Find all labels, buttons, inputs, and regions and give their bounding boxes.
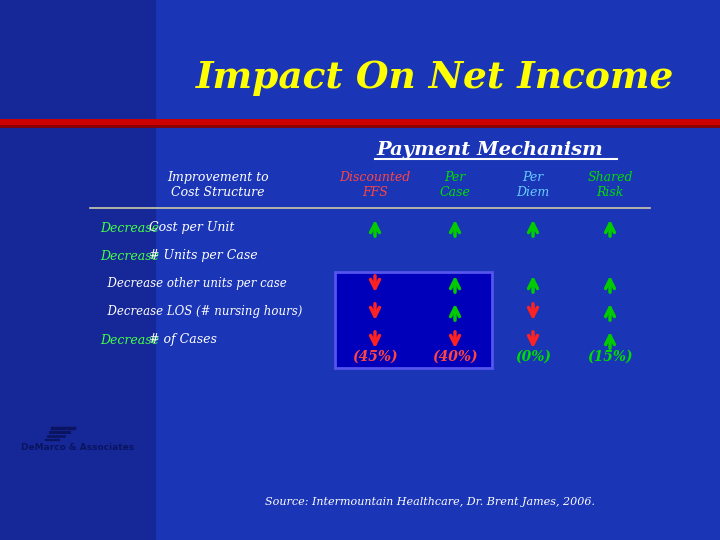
Text: Discounted
FFS: Discounted FFS <box>339 171 410 199</box>
Text: Source: Intermountain Healthcare, Dr. Brent James, 2006.: Source: Intermountain Healthcare, Dr. Br… <box>265 497 595 507</box>
Text: Payment Mechanism: Payment Mechanism <box>377 141 603 159</box>
Text: Per
Diem: Per Diem <box>516 171 549 199</box>
Text: Shared
Risk: Shared Risk <box>588 171 633 199</box>
Text: (40%): (40%) <box>432 350 478 364</box>
Text: Decrease: Decrease <box>100 249 159 262</box>
Text: DeMarco & Associates: DeMarco & Associates <box>22 443 135 453</box>
Text: Improvement to
Cost Structure: Improvement to Cost Structure <box>167 171 269 199</box>
Text: (0%): (0%) <box>515 350 551 364</box>
Text: # Units per Case: # Units per Case <box>145 249 258 262</box>
Text: Decrease LOS (# nursing hours): Decrease LOS (# nursing hours) <box>100 306 302 319</box>
Text: # of Cases: # of Cases <box>145 334 217 347</box>
Bar <box>335 272 492 368</box>
Text: Decrease: Decrease <box>100 221 159 234</box>
Text: (15%): (15%) <box>588 350 633 364</box>
Text: Decrease: Decrease <box>100 334 159 347</box>
Text: Per
Case: Per Case <box>440 171 470 199</box>
Text: Cost per Unit: Cost per Unit <box>145 221 234 234</box>
Text: (45%): (45%) <box>352 350 398 364</box>
Text: Impact On Net Income: Impact On Net Income <box>196 58 674 96</box>
Bar <box>0 0 155 540</box>
Bar <box>335 272 492 368</box>
Text: Decrease other units per case: Decrease other units per case <box>100 278 287 291</box>
